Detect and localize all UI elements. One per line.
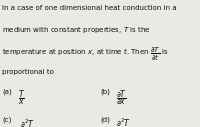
Text: (a): (a) [2,89,12,95]
Text: (b): (b) [100,89,110,95]
Text: (c): (c) [2,117,11,123]
Text: In a case of one dimensional heat conduction in a: In a case of one dimensional heat conduc… [2,5,177,11]
Text: medium with constant properties, $T$ is the: medium with constant properties, $T$ is … [2,25,150,35]
Text: (d): (d) [100,117,110,123]
Text: $\dfrac{\partial^2 T}{\partial x\,\partial t}$: $\dfrac{\partial^2 T}{\partial x\,\parti… [18,117,37,127]
Text: temperature at position $x$, at time $t$. Then $\dfrac{\partial T}{\partial t}$ : temperature at position $x$, at time $t$… [2,46,169,63]
Text: proportional to: proportional to [2,69,54,75]
Text: $\dfrac{T}{x}$: $\dfrac{T}{x}$ [18,89,25,107]
Text: $\dfrac{\partial T}{\partial x}$: $\dfrac{\partial T}{\partial x}$ [116,89,127,107]
Text: $\dfrac{\partial^2 T}{\partial x^2}$: $\dfrac{\partial^2 T}{\partial x^2}$ [116,117,131,127]
